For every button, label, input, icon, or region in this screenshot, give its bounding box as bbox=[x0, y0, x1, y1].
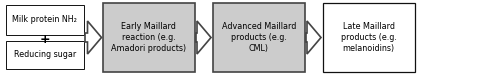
FancyBboxPatch shape bbox=[212, 3, 305, 72]
Text: Advanced Maillard
products (e.g.
CML): Advanced Maillard products (e.g. CML) bbox=[222, 22, 296, 53]
FancyBboxPatch shape bbox=[6, 4, 84, 34]
FancyBboxPatch shape bbox=[102, 3, 195, 72]
FancyBboxPatch shape bbox=[322, 3, 415, 72]
Polygon shape bbox=[85, 21, 102, 54]
FancyBboxPatch shape bbox=[6, 40, 84, 69]
Polygon shape bbox=[306, 21, 321, 54]
Text: +: + bbox=[39, 33, 50, 46]
Text: Milk protein NH₂: Milk protein NH₂ bbox=[12, 15, 77, 24]
Text: Reducing sugar: Reducing sugar bbox=[14, 50, 76, 59]
Polygon shape bbox=[196, 21, 211, 54]
Text: Late Maillard
products (e.g.
melanoidins): Late Maillard products (e.g. melanoidins… bbox=[341, 22, 396, 53]
Text: Early Maillard
reaction (e.g.
Amadori products): Early Maillard reaction (e.g. Amadori pr… bbox=[111, 22, 186, 53]
